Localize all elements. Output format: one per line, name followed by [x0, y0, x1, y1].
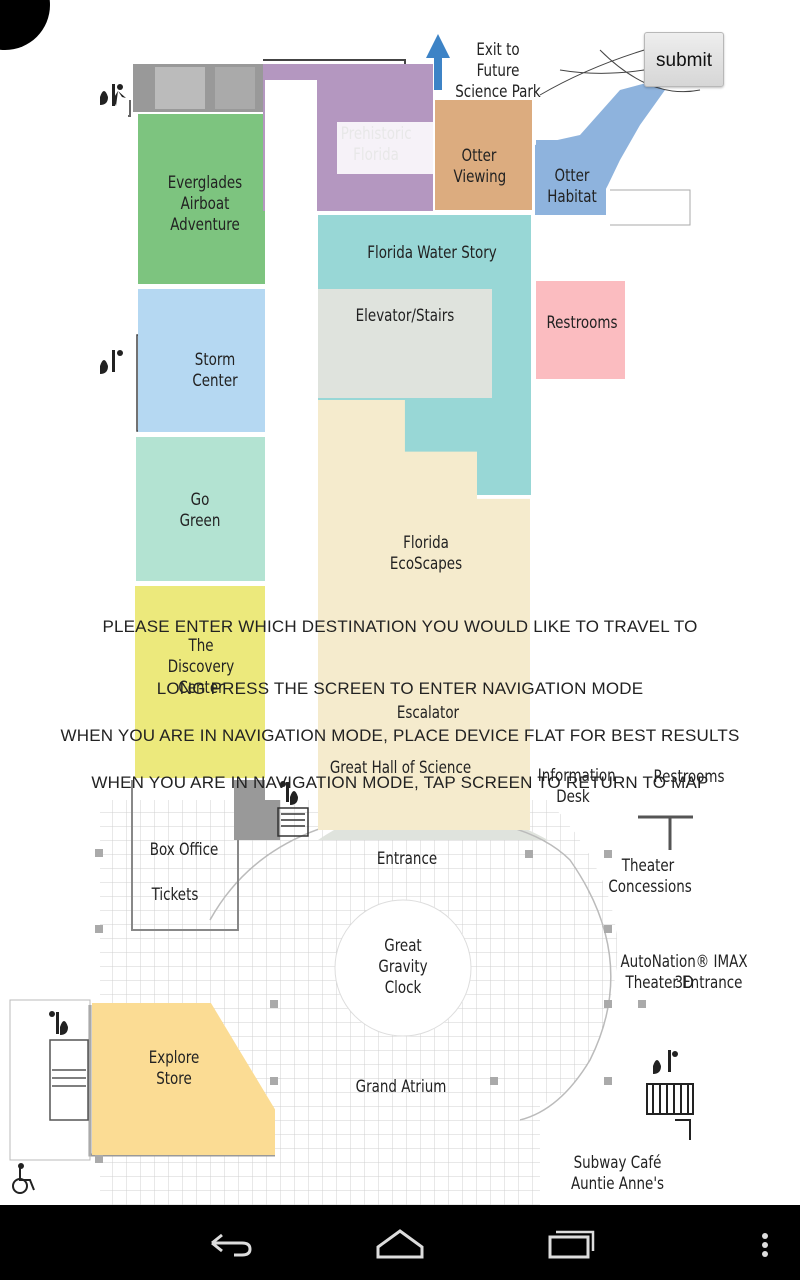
label-great-gravity-clock: Great Gravity Clock	[378, 936, 428, 998]
room-discovery-center[interactable]	[135, 586, 265, 778]
label-imax-line1: AutoNation® IMAX 3D	[620, 952, 748, 993]
back-icon	[211, 1233, 252, 1257]
label-entrance: Entrance	[376, 849, 438, 869]
overflow-menu-button[interactable]	[740, 1217, 790, 1267]
label-exit: Exit to Future Science Park	[455, 40, 541, 102]
label-subway-cafe: Subway Café	[573, 1153, 662, 1173]
label-escalator: Escalator	[396, 703, 460, 723]
label-elevator-stairs: Elevator/Stairs	[355, 306, 455, 326]
label-florida-water-story: Florida Water Story	[367, 243, 497, 263]
recents-icon	[548, 1230, 595, 1259]
label-grand-atrium: Grand Atrium	[355, 1077, 447, 1097]
label-great-hall: Great Hall of Science	[329, 758, 472, 778]
label-explore-store: Explore Store	[148, 1048, 200, 1089]
system-nav-bar	[0, 1205, 800, 1280]
room-otter-habitat[interactable]	[536, 140, 606, 215]
overflow-menu-icon	[762, 1233, 768, 1257]
instruction-place-flat: WHEN YOU ARE IN NAVIGATION MODE, PLACE D…	[60, 726, 740, 745]
label-storm-center: Storm Center	[192, 350, 238, 391]
room-otter-viewing[interactable]	[435, 100, 532, 210]
home-button[interactable]	[370, 1217, 430, 1267]
floor-map[interactable]: Exit to Future Science Park Everglades A…	[0, 0, 800, 1205]
recents-button[interactable]	[542, 1217, 602, 1267]
submit-button[interactable]: submit	[644, 32, 724, 87]
corridor-white	[265, 80, 317, 800]
label-auntie-annes: Auntie Anne's	[570, 1174, 665, 1194]
label-otter-habitat: Otter Habitat	[547, 166, 597, 207]
instruction-destination: PLEASE ENTER WHICH DESTINATION YOU WOULD…	[102, 617, 698, 636]
room-restrooms-upper[interactable]	[536, 281, 625, 379]
instruction-long-press: LONG PRESS THE SCREEN TO ENTER NAVIGATIO…	[156, 679, 644, 698]
label-information-desk: Information Desk	[537, 766, 616, 807]
label-go-green: Go Green	[179, 490, 221, 531]
label-imax-line2: Theater Entrance	[625, 973, 743, 993]
room-go-green[interactable]	[136, 437, 265, 581]
room-everglades[interactable]	[138, 114, 265, 284]
label-florida-ecoscapes: Florida EcoScapes	[389, 533, 463, 574]
back-button[interactable]	[198, 1217, 258, 1267]
label-tickets: Tickets	[151, 885, 199, 905]
label-otter-viewing: Otter Viewing	[453, 146, 507, 187]
label-box-office: Box Office	[149, 840, 219, 860]
label-everglades: Everglades Airboat Adventure	[167, 173, 243, 235]
room-elevator-stairs[interactable]	[318, 289, 492, 398]
instruction-tap-return: WHEN YOU ARE IN NAVIGATION MODE, TAP SCR…	[91, 773, 709, 792]
room-storm-center[interactable]	[138, 289, 265, 432]
home-icon	[376, 1229, 424, 1259]
label-theater-concessions: Theater Concessions	[608, 856, 692, 897]
label-discovery-center: The Discovery Center	[167, 636, 235, 698]
label-prehistoric-florida: Prehistoric Florida	[340, 124, 412, 165]
label-restrooms-lower: Restrooms	[653, 767, 725, 787]
label-restrooms-upper: Restrooms	[546, 313, 618, 333]
